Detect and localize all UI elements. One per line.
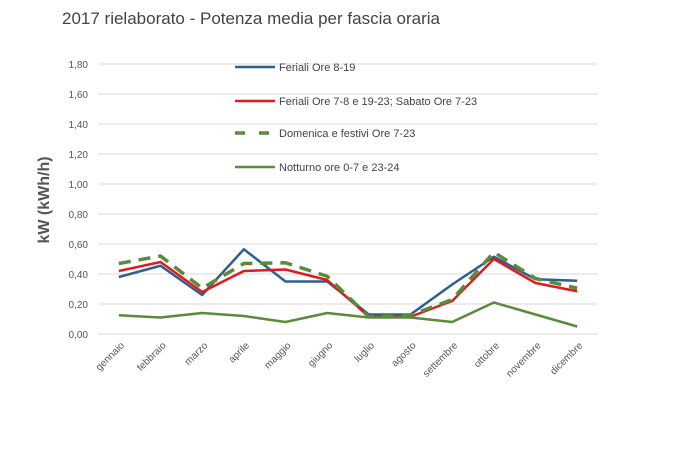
y-tick-label: 1,20 <box>69 150 89 161</box>
x-tick-label: marzo <box>183 340 211 368</box>
x-tick-label: aprile <box>227 340 252 365</box>
legend-label: Domenica e festivi Ore 7-23 <box>279 128 415 140</box>
y-tick-label: 0,20 <box>69 300 89 311</box>
y-tick-label: 0,00 <box>69 330 89 341</box>
x-tick-label: dicembre <box>548 340 585 377</box>
y-tick-label: 1,80 <box>69 60 89 71</box>
x-tick-label: febbraio <box>135 340 169 374</box>
y-tick-label: 1,60 <box>69 90 89 101</box>
series-line-1 <box>118 257 578 318</box>
chart-title: 2017 rielaborato - Potenza media per fas… <box>62 9 441 28</box>
series-line-3 <box>118 301 578 328</box>
x-tick-label: gennaio <box>94 340 127 373</box>
series-line-2 <box>118 250 578 319</box>
y-tick-label: 1,40 <box>69 120 89 131</box>
x-tick-label: ottobre <box>472 340 502 370</box>
y-tick-label: 0,40 <box>69 270 89 281</box>
x-tick-label: settembre <box>421 340 461 380</box>
y-tick-label: 1,00 <box>69 180 89 191</box>
x-tick-label: maggio <box>263 340 294 371</box>
legend-label: Feriali Ore 8-19 <box>279 62 355 74</box>
legend-label: Notturno ore 0-7 e 23-24 <box>279 162 399 174</box>
x-tick-label: agosto <box>390 340 419 369</box>
legend-label: Feriali Ore 7-8 e 19-23; Sabato Ore 7-23 <box>279 96 477 108</box>
x-tick-label: luglio <box>353 340 378 365</box>
y-axis-label: kW (kWh/h) <box>36 156 53 243</box>
y-tick-label: 0,80 <box>69 210 89 221</box>
x-tick-label: giugno <box>306 340 335 369</box>
x-tick-label: novembre <box>504 340 544 380</box>
y-tick-label: 0,60 <box>69 240 89 251</box>
